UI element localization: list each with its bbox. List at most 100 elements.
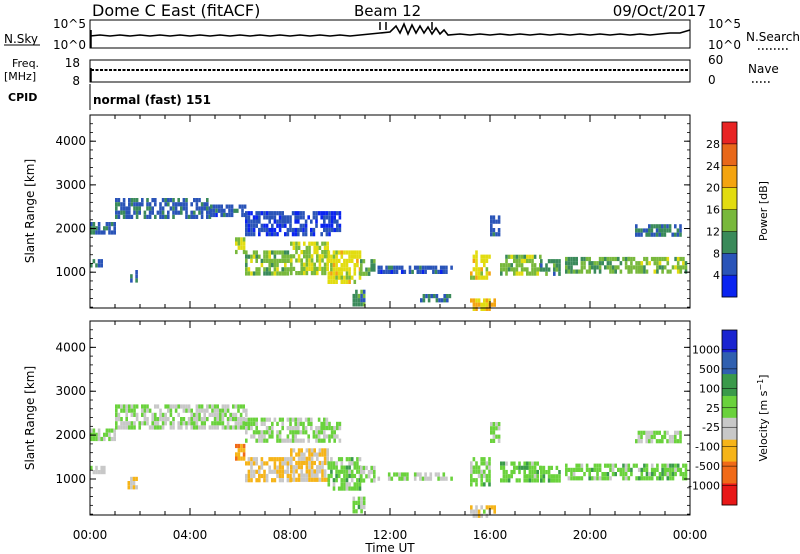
data-cell — [115, 206, 118, 210]
data-cell — [594, 270, 597, 274]
data-cell — [266, 478, 269, 482]
data-cell — [300, 478, 303, 482]
data-cell — [287, 466, 290, 470]
data-cell — [500, 462, 503, 466]
data-cell — [244, 205, 247, 209]
data-cell — [622, 476, 625, 480]
data-cell — [599, 464, 602, 468]
data-cell — [490, 430, 493, 434]
data-cell — [188, 417, 191, 421]
data-cell — [279, 457, 282, 461]
data-cell — [628, 257, 631, 261]
data-cell — [245, 426, 248, 430]
data-cell — [136, 202, 139, 206]
data-cell — [100, 259, 103, 263]
data-cell — [363, 259, 366, 263]
data-cell — [505, 263, 508, 267]
data-cell — [358, 497, 361, 501]
data-cell — [661, 472, 664, 476]
data-cell — [224, 409, 227, 413]
data-cell — [321, 478, 324, 482]
data-cell — [346, 474, 349, 478]
data-cell — [287, 267, 290, 271]
data-cell — [540, 466, 543, 470]
data-cell — [198, 417, 201, 421]
data-cell — [311, 474, 314, 478]
data-cell — [333, 478, 336, 482]
data-cell — [360, 466, 363, 470]
data-cell — [293, 478, 296, 482]
data-cell — [298, 246, 301, 250]
data-cell — [339, 211, 342, 215]
data-cell — [536, 478, 539, 482]
data-cell — [303, 254, 306, 258]
data-cell — [493, 303, 496, 307]
data-cell — [323, 224, 326, 228]
data-cell — [157, 211, 160, 215]
data-cell — [419, 477, 422, 481]
data-cell — [331, 220, 334, 224]
data-cell — [436, 298, 439, 302]
data-cell — [294, 220, 297, 224]
data-cell — [516, 259, 519, 263]
data-cell — [98, 226, 101, 230]
data-cell — [341, 263, 344, 267]
data-cell — [545, 272, 548, 276]
data-region — [115, 404, 248, 429]
data-cell — [523, 466, 526, 470]
data-cell — [503, 263, 506, 267]
data-cell — [333, 434, 336, 438]
data-cell — [667, 257, 670, 261]
data-region — [378, 472, 453, 480]
data-cell — [356, 457, 359, 461]
data-cell — [201, 417, 204, 421]
time-tick-label: 08:00 — [273, 528, 308, 542]
data-cell — [351, 255, 354, 259]
data-cell — [483, 457, 486, 461]
data-cell — [193, 421, 196, 425]
velocity-panel: 4000300020001000 Slant Range [km] 100050… — [23, 321, 770, 518]
data-cell — [319, 465, 322, 469]
freq-panel: Freq. [MHz] 18 8 60 0 Nave — [4, 53, 779, 88]
data-cell — [518, 470, 521, 474]
data-cell — [486, 307, 489, 311]
data-cell — [594, 476, 597, 480]
data-cell — [473, 255, 476, 259]
data-cell — [331, 426, 334, 430]
data-cell — [671, 435, 674, 439]
data-cell — [263, 211, 266, 215]
data-cell — [553, 474, 556, 478]
data-cell — [183, 404, 186, 408]
data-cell — [588, 476, 591, 480]
data-cell — [609, 476, 612, 480]
data-cell — [203, 206, 206, 210]
data-region — [360, 466, 376, 483]
data-cell — [645, 233, 648, 237]
data-cell — [424, 472, 427, 476]
data-cell — [177, 404, 180, 408]
data-cell — [672, 265, 675, 269]
data-cell — [651, 439, 654, 443]
power-colorbar: 282420161284 — [706, 122, 737, 297]
data-cell — [531, 478, 534, 482]
data-cell — [144, 409, 147, 413]
data-cell — [95, 466, 98, 470]
data-cell — [341, 255, 344, 259]
velocity-data — [90, 404, 687, 518]
data-cell — [218, 205, 221, 209]
nsearch-tick-top: 10^5 — [708, 17, 741, 31]
data-cell — [300, 469, 303, 473]
data-cell — [641, 468, 644, 472]
data-cell — [227, 421, 230, 425]
cpid-label: CPID — [8, 91, 37, 104]
data-cell — [315, 434, 318, 438]
data-cell — [483, 276, 486, 280]
data-cell — [239, 205, 242, 209]
data-cell — [488, 271, 491, 275]
data-cell — [677, 261, 680, 265]
data-cell — [319, 263, 322, 267]
plot-canvas: Dome C East (fitACF) Beam 12 09/Oct/2017… — [0, 0, 800, 554]
data-cell — [586, 464, 589, 468]
data-cell — [268, 457, 271, 461]
data-cell — [151, 421, 154, 425]
